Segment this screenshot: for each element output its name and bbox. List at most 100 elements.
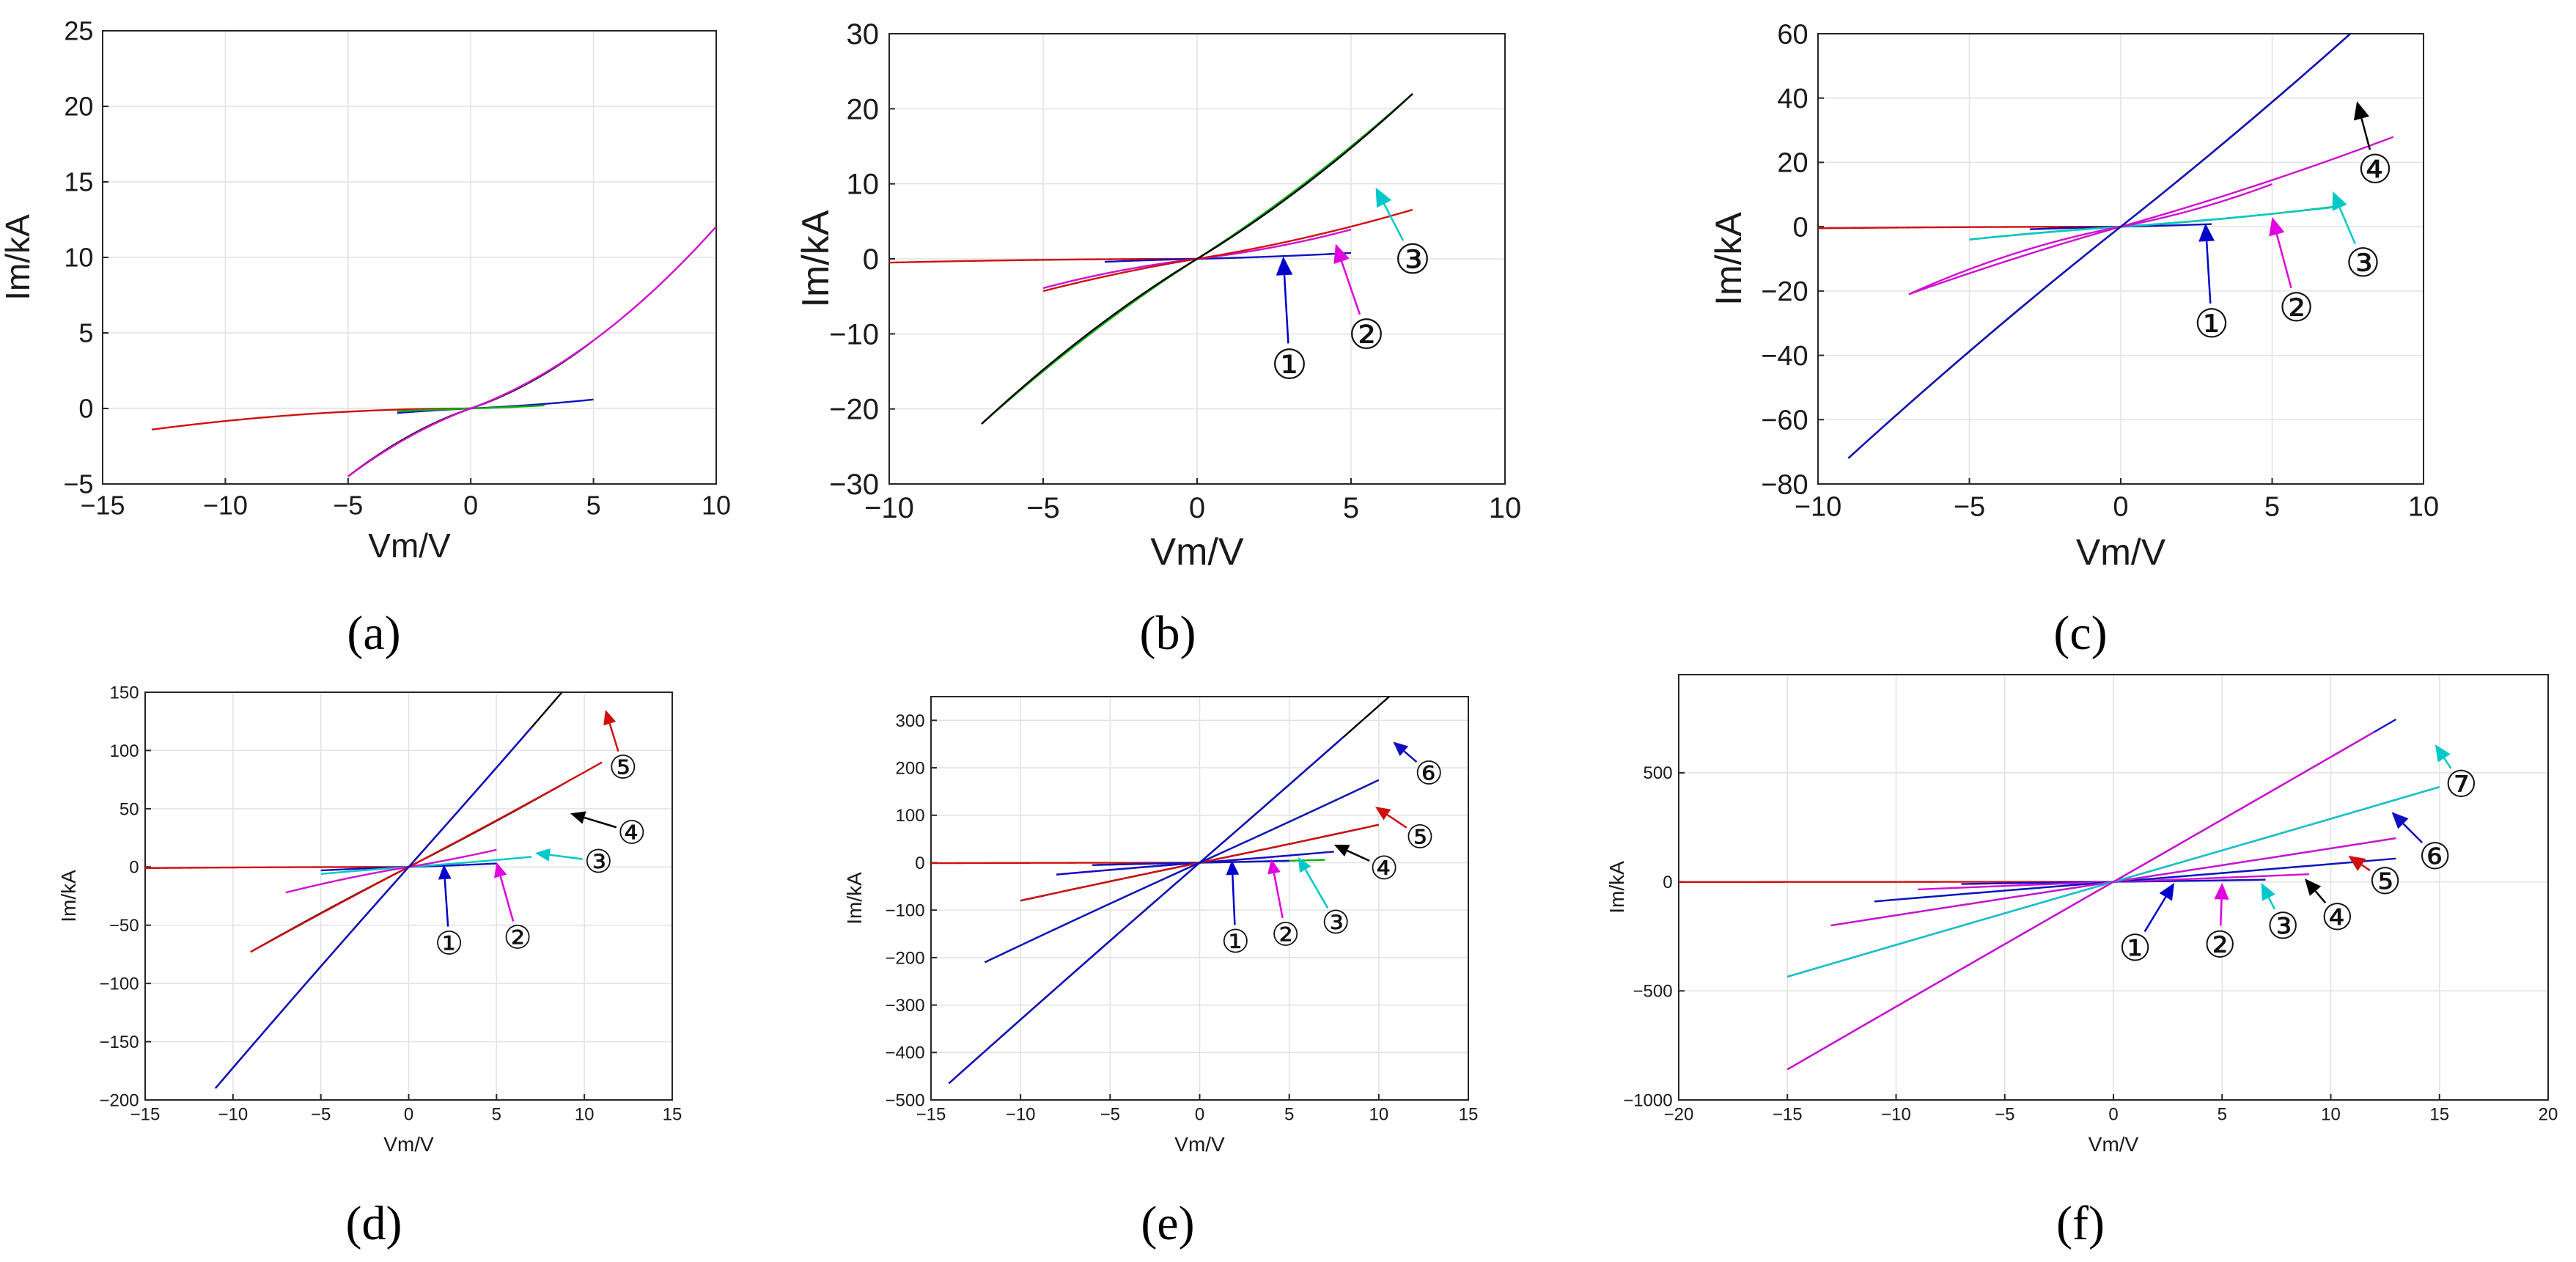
x-tick-label: −5 xyxy=(1954,492,1985,523)
callout-arrowhead-6 xyxy=(1393,741,1409,757)
y-tick-label: −50 xyxy=(109,916,139,936)
callout-label-2: ② xyxy=(503,919,531,956)
x-tick-label: −20 xyxy=(1664,1105,1694,1125)
y-tick-label: 0 xyxy=(863,243,879,276)
y-tick-label: 30 xyxy=(847,18,880,51)
callout-label-1: ① xyxy=(435,925,463,962)
x-axis-label: Vm/V xyxy=(2089,1133,2139,1156)
series-group xyxy=(889,92,1413,425)
x-tick-label: 5 xyxy=(2264,492,2280,523)
y-tick-label: −200 xyxy=(886,948,925,968)
series-line-b-6 xyxy=(981,92,1413,425)
x-axis-label: Vm/V xyxy=(383,1133,434,1156)
callout-arrow-1 xyxy=(1232,874,1236,925)
y-tick-label: 10 xyxy=(847,169,880,201)
x-tick-label: −5 xyxy=(1995,1105,2014,1125)
callout-label-1: ① xyxy=(1271,341,1308,389)
x-tick-label: 0 xyxy=(463,490,478,520)
y-axis-label: Im/kA xyxy=(795,210,837,307)
panel-label-b: (b) xyxy=(1140,606,1196,660)
series-line-c-4 xyxy=(1969,206,2333,241)
series-line-d-1 xyxy=(145,866,409,870)
callout-arrow-3 xyxy=(2338,207,2356,245)
y-tick-label: −20 xyxy=(1761,276,1808,307)
series-line-c-5 xyxy=(1908,183,2273,296)
y-tick-label: −150 xyxy=(100,1032,139,1052)
callout-label-6: ⑥ xyxy=(1415,755,1443,792)
panel-c: −10 −5 0 5 10 −80 −60 −40 −20 0 20 40 60 Vm/V Im/kA ① ②③… xyxy=(1708,19,2439,660)
callout-arrow-2 xyxy=(1340,260,1361,315)
callout-label-5: ⑤ xyxy=(2369,860,2402,903)
callout-label-2: ② xyxy=(2204,923,2237,966)
y-tick-label: 0 xyxy=(129,858,139,878)
y-tick-label: −500 xyxy=(1633,982,1673,1002)
x-tick-label: −5 xyxy=(311,1105,331,1125)
panel-label-f: (f) xyxy=(2056,1197,2105,1250)
x-tick-label: 0 xyxy=(1189,492,1205,524)
panel-f: −20 −15 −10 −5 0 5 10 15 20 −1000 −500 0 500 Vm/V Im/k… xyxy=(1605,674,2558,1250)
series-line-d-6 xyxy=(250,761,603,953)
callout-arrow-1 xyxy=(2205,241,2212,304)
series-group xyxy=(1679,718,2440,1071)
callout-label-1: ① xyxy=(2119,927,2152,969)
x-tick-label: −10 xyxy=(218,1105,248,1125)
callout-arrow-4 xyxy=(2360,118,2371,150)
y-tick-label: −500 xyxy=(886,1090,925,1110)
x-tick-label: 10 xyxy=(575,1105,595,1125)
callout-arrow-3 xyxy=(549,854,583,860)
y-tick-label: 20 xyxy=(64,92,93,122)
series-line-e-9 xyxy=(984,779,1380,964)
callout-arrow-3 xyxy=(2267,897,2276,910)
y-tick-label: −1000 xyxy=(1623,1090,1672,1110)
x-tick-label: −10 xyxy=(1881,1105,1911,1125)
callout-arrow-6 xyxy=(2402,823,2424,844)
panel-label-d: (d) xyxy=(346,1197,402,1250)
x-tick-label: 5 xyxy=(1284,1105,1294,1125)
y-tick-label: 150 xyxy=(110,683,139,702)
callout-arrowhead-1 xyxy=(1276,256,1293,276)
callout-arrowhead-2 xyxy=(1333,243,1350,265)
callout-arrowhead-7 xyxy=(2435,744,2451,763)
callout-arrow-1 xyxy=(1283,275,1289,344)
callout-arrow-2 xyxy=(2219,899,2223,926)
y-tick-label: 300 xyxy=(896,711,925,731)
callout-label-1: ① xyxy=(2194,301,2229,347)
y-tick-label: −5 xyxy=(63,469,93,499)
callout-label-2: ② xyxy=(1271,916,1300,953)
x-tick-label: 5 xyxy=(1343,492,1359,524)
callout-arrowhead-5 xyxy=(603,709,617,726)
callout-label-6: ⑥ xyxy=(2418,835,2451,878)
series-group xyxy=(1818,34,2394,459)
x-tick-label: −10 xyxy=(1795,492,1841,523)
y-axis-label: Im/kA xyxy=(57,870,80,922)
x-tick-label: 15 xyxy=(2429,1105,2449,1125)
x-tick-label: −15 xyxy=(916,1105,946,1125)
series-line-d-4 xyxy=(285,848,497,894)
callout-label-3: ③ xyxy=(584,843,613,881)
y-axis-label: Im/kA xyxy=(0,214,37,301)
callout-label-2: ② xyxy=(2278,285,2314,331)
panel-e: −15 −10 −5 0 5 10 15 −500 −400 −300 −200 −100 0 100 20… xyxy=(843,696,1478,1250)
y-tick-label: 0 xyxy=(78,394,93,424)
series-line-b-2 xyxy=(1104,252,1352,263)
series-line-e-1 xyxy=(931,862,1200,865)
y-tick-label: 0 xyxy=(1663,873,1672,892)
callout-arrowhead-4 xyxy=(2304,878,2322,896)
y-tick-label: −100 xyxy=(886,901,925,921)
y-tick-label: 10 xyxy=(64,243,93,273)
callout-arrow-2 xyxy=(2275,234,2292,289)
callout-arrowhead-6 xyxy=(2391,812,2409,829)
y-tick-label: −200 xyxy=(100,1090,139,1110)
series-line-f-11 xyxy=(1786,731,2375,1071)
x-axis-label: Vm/V xyxy=(1150,531,1243,573)
y-tick-label: −80 xyxy=(1761,469,1808,500)
series-line-b-5 xyxy=(1042,208,1413,293)
y-tick-label: −400 xyxy=(886,1043,925,1063)
callout-arrow-2 xyxy=(1273,873,1284,919)
callout-label-3: ③ xyxy=(2345,240,2380,286)
callout-arrow-5 xyxy=(1386,814,1407,829)
y-tick-label: 200 xyxy=(896,758,925,778)
callout-arrowhead-4 xyxy=(570,811,586,824)
y-tick-label: −20 xyxy=(829,394,879,426)
